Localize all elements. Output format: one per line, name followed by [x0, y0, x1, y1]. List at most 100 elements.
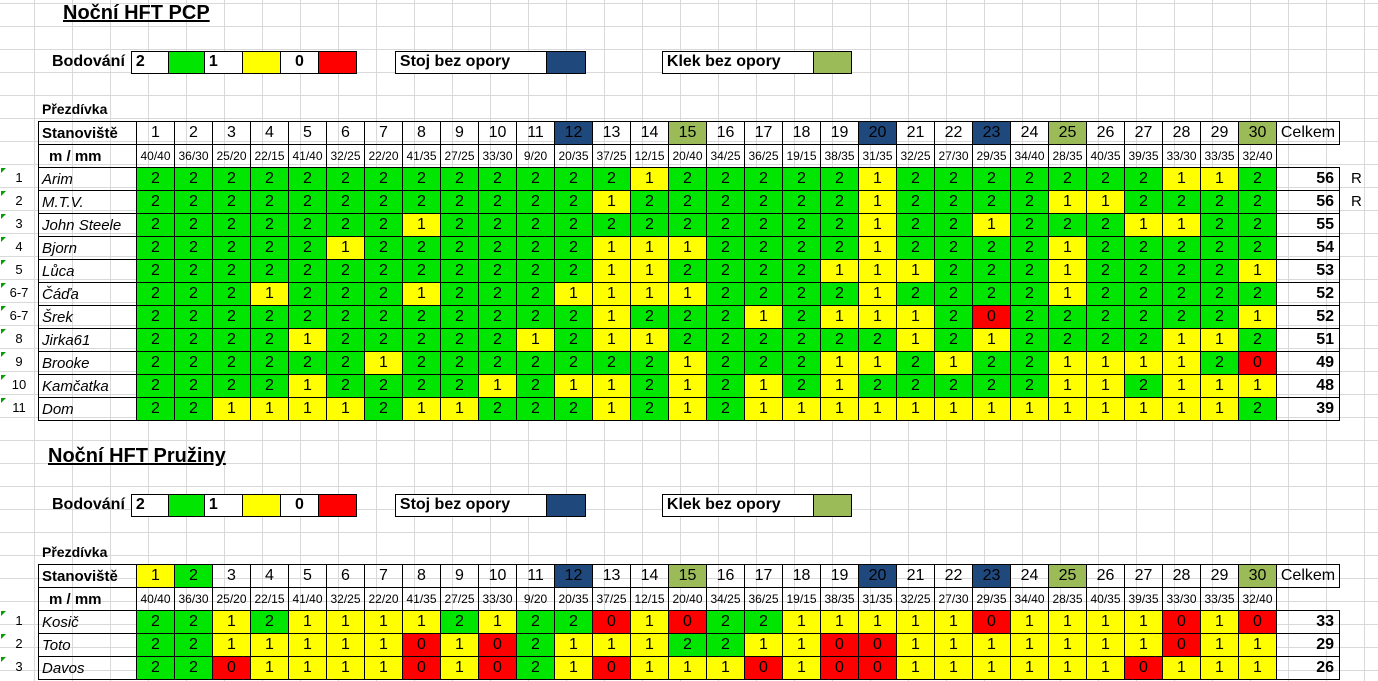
score-cell[interactable]: 2 [668, 305, 707, 329]
score-cell[interactable]: 2 [1162, 282, 1201, 306]
score-cell[interactable]: 1 [402, 397, 441, 421]
score-cell[interactable]: 1 [592, 282, 631, 306]
score-cell[interactable]: 2 [326, 167, 365, 191]
score-cell[interactable]: 2 [554, 167, 593, 191]
score-cell[interactable]: 2 [288, 213, 327, 237]
score-cell[interactable]: 1 [744, 305, 783, 329]
score-cell[interactable]: 2 [174, 610, 213, 634]
score-cell[interactable]: 2 [364, 374, 403, 398]
score-cell[interactable]: 2 [402, 351, 441, 375]
player-name[interactable]: John Steele [38, 213, 137, 237]
score-cell[interactable]: 0 [212, 656, 251, 680]
score-cell[interactable]: 1 [1010, 397, 1049, 421]
score-cell[interactable]: 2 [972, 167, 1011, 191]
score-cell[interactable]: 0 [1162, 633, 1201, 657]
score-cell[interactable]: 1 [402, 213, 441, 237]
score-cell[interactable]: 2 [1086, 259, 1125, 283]
score-cell[interactable]: 2 [896, 374, 935, 398]
score-cell[interactable]: 2 [820, 236, 859, 260]
score-cell[interactable]: 2 [1086, 167, 1125, 191]
score-cell[interactable]: 2 [1200, 190, 1239, 214]
score-cell[interactable]: 1 [820, 259, 859, 283]
score-cell[interactable]: 1 [592, 190, 631, 214]
score-cell[interactable]: 1 [592, 236, 631, 260]
score-cell[interactable]: 2 [440, 259, 479, 283]
score-cell[interactable]: 1 [668, 236, 707, 260]
score-cell[interactable]: 1 [630, 282, 669, 306]
score-cell[interactable]: 1 [1124, 397, 1163, 421]
score-cell[interactable]: 2 [212, 259, 251, 283]
score-cell[interactable]: 2 [706, 259, 745, 283]
score-cell[interactable]: 0 [1162, 610, 1201, 634]
score-cell[interactable]: 2 [896, 351, 935, 375]
score-cell[interactable]: 2 [250, 259, 289, 283]
score-cell[interactable]: 1 [858, 167, 897, 191]
score-cell[interactable]: 2 [212, 374, 251, 398]
score-cell[interactable]: 2 [326, 213, 365, 237]
score-cell[interactable]: 2 [136, 351, 175, 375]
score-cell[interactable]: 2 [1124, 305, 1163, 329]
score-cell[interactable]: 2 [934, 259, 973, 283]
score-cell[interactable]: 2 [706, 282, 745, 306]
score-cell[interactable]: 2 [972, 236, 1011, 260]
score-cell[interactable]: 2 [630, 397, 669, 421]
score-cell[interactable]: 2 [174, 397, 213, 421]
score-cell[interactable]: 2 [364, 397, 403, 421]
score-cell[interactable]: 1 [1048, 190, 1087, 214]
score-cell[interactable]: 2 [136, 213, 175, 237]
score-cell[interactable]: 2 [440, 190, 479, 214]
score-cell[interactable]: 1 [896, 328, 935, 352]
score-cell[interactable]: 2 [782, 213, 821, 237]
score-cell[interactable]: 1 [744, 633, 783, 657]
score-cell[interactable]: 2 [478, 305, 517, 329]
player-name[interactable]: Čáďa [38, 282, 137, 306]
score-cell[interactable]: 1 [858, 259, 897, 283]
score-cell[interactable]: 2 [516, 236, 555, 260]
score-cell[interactable]: 0 [1238, 610, 1277, 634]
score-cell[interactable]: 2 [326, 374, 365, 398]
score-cell[interactable]: 2 [782, 305, 821, 329]
score-cell[interactable]: 2 [934, 213, 973, 237]
score-cell[interactable]: 1 [668, 656, 707, 680]
score-cell[interactable]: 1 [858, 305, 897, 329]
player-total[interactable]: 54 [1276, 236, 1340, 260]
score-cell[interactable]: 2 [440, 610, 479, 634]
player-total[interactable]: 39 [1276, 397, 1340, 421]
score-cell[interactable]: 2 [706, 305, 745, 329]
score-cell[interactable]: 2 [554, 259, 593, 283]
score-cell[interactable]: 2 [896, 213, 935, 237]
score-cell[interactable]: 1 [858, 610, 897, 634]
score-cell[interactable]: 2 [630, 374, 669, 398]
score-cell[interactable]: 1 [630, 328, 669, 352]
score-cell[interactable]: 2 [136, 656, 175, 680]
score-cell[interactable]: 1 [1162, 328, 1201, 352]
score-cell[interactable]: 2 [1238, 213, 1277, 237]
score-cell[interactable]: 0 [820, 656, 859, 680]
score-cell[interactable]: 2 [136, 397, 175, 421]
score-cell[interactable]: 0 [972, 610, 1011, 634]
score-cell[interactable]: 1 [440, 656, 479, 680]
score-cell[interactable]: 2 [630, 213, 669, 237]
score-cell[interactable]: 1 [934, 656, 973, 680]
score-cell[interactable]: 1 [934, 610, 973, 634]
score-cell[interactable]: 1 [1048, 397, 1087, 421]
score-cell[interactable]: 2 [288, 190, 327, 214]
player-name[interactable]: Brooke [38, 351, 137, 375]
score-cell[interactable]: 2 [478, 328, 517, 352]
player-total[interactable]: 49 [1276, 351, 1340, 375]
score-cell[interactable]: 2 [136, 236, 175, 260]
score-cell[interactable]: 2 [1200, 213, 1239, 237]
score-cell[interactable]: 1 [592, 259, 631, 283]
score-cell[interactable]: 2 [820, 167, 859, 191]
score-cell[interactable]: 0 [592, 610, 631, 634]
score-cell[interactable]: 2 [972, 374, 1011, 398]
score-cell[interactable]: 1 [1200, 374, 1239, 398]
score-cell[interactable]: 1 [934, 397, 973, 421]
score-cell[interactable]: 1 [972, 213, 1011, 237]
score-cell[interactable]: 2 [402, 328, 441, 352]
score-cell[interactable]: 2 [516, 259, 555, 283]
score-cell[interactable]: 1 [1086, 190, 1125, 214]
score-cell[interactable]: 2 [440, 236, 479, 260]
score-cell[interactable]: 1 [1200, 397, 1239, 421]
score-cell[interactable]: 2 [174, 328, 213, 352]
